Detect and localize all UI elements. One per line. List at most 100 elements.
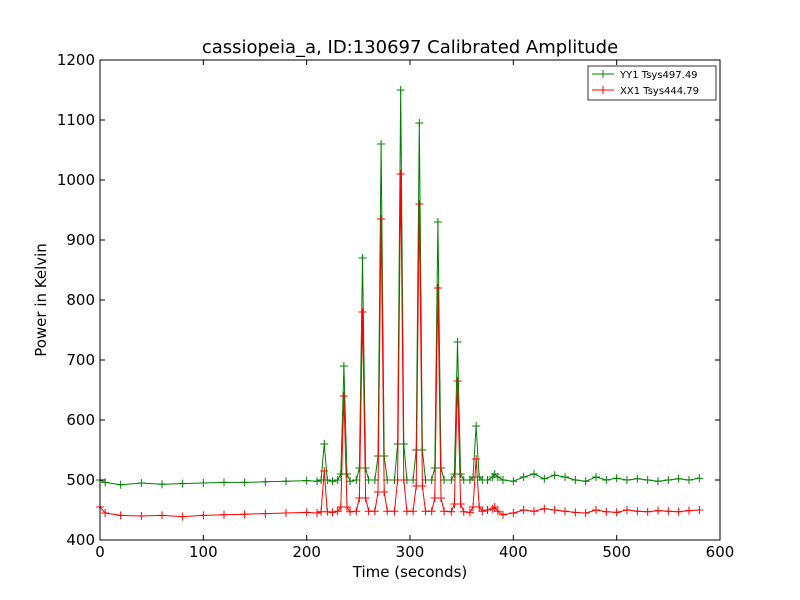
data-point [396, 86, 405, 94]
data-point [333, 507, 342, 516]
data-point [339, 362, 348, 370]
data-point [240, 510, 249, 519]
data-point [370, 476, 379, 484]
data-point [302, 508, 311, 517]
data-point [447, 476, 456, 484]
x-tick-label: 400 [499, 543, 528, 561]
data-point [550, 471, 559, 480]
data-point [475, 503, 484, 511]
data-point [137, 479, 146, 487]
data-point [465, 508, 474, 517]
data-point [453, 338, 462, 346]
data-point [472, 455, 481, 463]
data-point [313, 477, 321, 486]
data-point [433, 284, 442, 292]
data-point [540, 474, 549, 483]
data-point [427, 476, 436, 484]
data-point [352, 507, 361, 516]
data-point [199, 479, 208, 487]
x-axis: 0 100 200 300 400 500 600 [95, 60, 734, 561]
data-point [358, 308, 367, 316]
data-point [415, 119, 424, 127]
chart-title: cassiopeia_a, ID:130697 Calibrated Ampli… [202, 37, 618, 58]
data-point [116, 511, 125, 520]
data-point [654, 477, 662, 486]
y-tick-label: 1000 [57, 171, 95, 189]
data-point [409, 507, 418, 516]
data-point [643, 507, 652, 516]
data-point [399, 476, 408, 484]
y-tick-label: 900 [66, 231, 95, 249]
data-point [282, 477, 290, 486]
data-point [261, 477, 270, 486]
data-point [178, 479, 187, 488]
data-point [370, 507, 379, 516]
data-point [571, 508, 580, 517]
data-point [158, 480, 166, 489]
x-axis-label: Time (seconds) [352, 563, 468, 581]
data-point [602, 507, 611, 516]
data-point [685, 506, 693, 515]
data-point [342, 503, 351, 511]
data-point [447, 507, 456, 516]
data-point [358, 254, 367, 262]
legend-marker [599, 70, 607, 78]
data-point [561, 473, 569, 481]
data-point [623, 476, 631, 484]
x-tick-label: 500 [602, 543, 631, 561]
data-point [101, 509, 110, 517]
data-point [571, 476, 580, 484]
data-point [519, 506, 528, 514]
data-point [623, 506, 631, 514]
data-point [685, 476, 693, 484]
data-point [499, 476, 507, 484]
data-point [361, 494, 370, 502]
data-point [440, 476, 449, 484]
data-point [519, 473, 528, 481]
data-point [530, 470, 538, 478]
data-point [530, 507, 538, 516]
data-point [137, 512, 146, 520]
data-point [320, 467, 329, 475]
data-point [540, 504, 549, 513]
x-tick-label: 300 [396, 543, 425, 561]
data-point [550, 506, 559, 514]
data-point [383, 507, 392, 516]
data-point [418, 482, 427, 490]
y-axis-label: Power in Kelvin [32, 243, 50, 357]
data-point [220, 478, 228, 487]
data-point [664, 507, 673, 516]
data-point [377, 215, 386, 223]
data-point [490, 503, 499, 511]
data-point [328, 508, 337, 517]
data-point [339, 392, 348, 400]
y-tick-label: 400 [66, 531, 95, 549]
data-point [695, 474, 704, 483]
data-point [427, 507, 436, 516]
y-tick-label: 1200 [57, 51, 95, 69]
legend: YY1 Tsys497.49 XX1 Tsys444.79 [587, 65, 717, 101]
data-point [346, 477, 355, 486]
series-layer [96, 86, 704, 521]
data-point [440, 507, 449, 516]
data-point [633, 507, 642, 516]
data-point [342, 470, 351, 478]
data-point [581, 509, 590, 517]
legend-label: XX1 Tsys444.79 [620, 86, 699, 97]
y-axis: 400 500 600 700 800 900 1000 1100 1200 [57, 51, 720, 549]
data-point [602, 476, 611, 484]
data-point [581, 477, 590, 486]
data-point [437, 494, 445, 502]
data-point [352, 476, 361, 484]
data-point [377, 140, 386, 148]
data-point [674, 507, 683, 516]
legend-marker [599, 86, 607, 94]
data-point [592, 473, 600, 481]
data-point [396, 170, 405, 178]
data-point [415, 200, 424, 208]
x-tick-label: 0 [95, 543, 105, 561]
data-point [509, 509, 518, 517]
data-point [483, 476, 492, 484]
data-point [493, 507, 502, 516]
